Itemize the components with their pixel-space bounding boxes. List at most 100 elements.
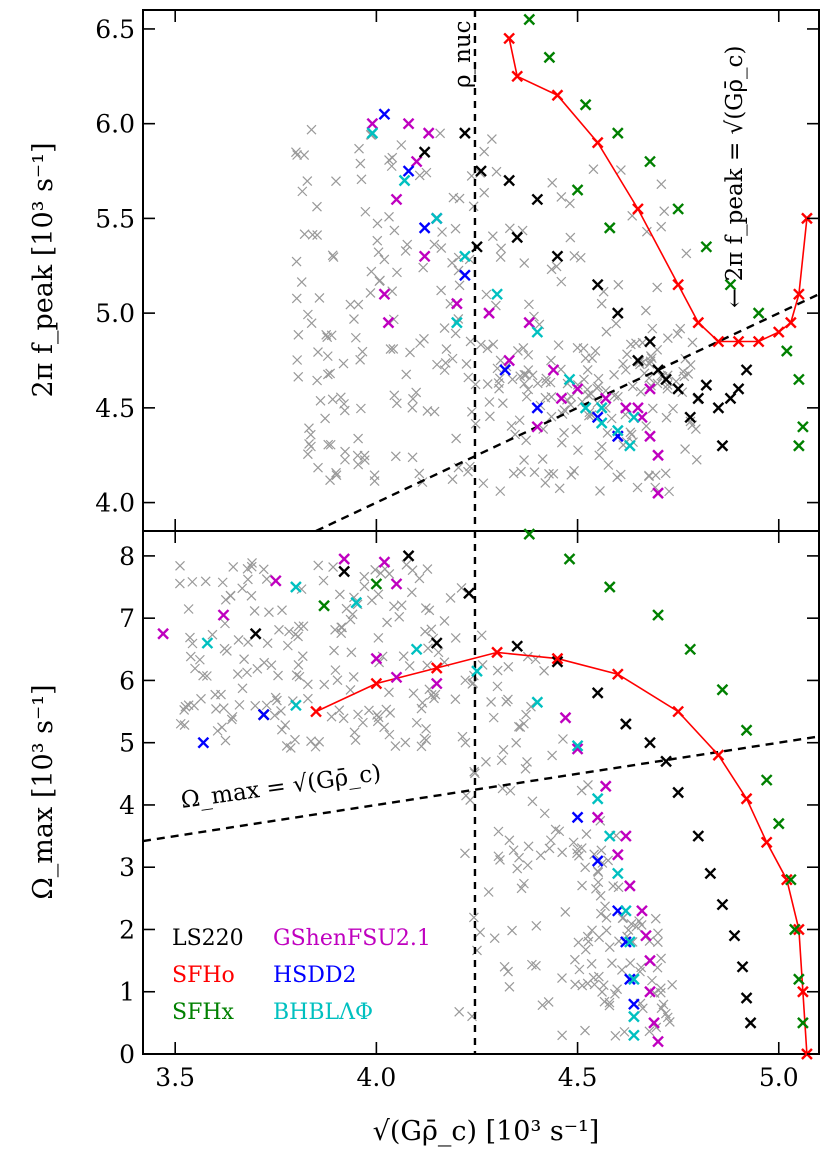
background-point: [355, 403, 366, 414]
background-point: [353, 433, 364, 444]
background-point: [656, 221, 667, 232]
data-point-sfhx: [318, 599, 330, 612]
background-point: [464, 461, 475, 472]
bottom-ytick-label: 5: [119, 729, 135, 758]
background-point: [662, 1012, 673, 1023]
bottom-ytick-label: 7: [119, 604, 135, 633]
data-point-sfho: [672, 705, 685, 718]
background-point: [495, 855, 505, 865]
background-point: [365, 287, 376, 298]
data-point-gshenfsu21: [620, 402, 632, 414]
bottom-ytick-label: 4: [119, 791, 135, 820]
data-point-bhbl: [201, 637, 214, 649]
background-point: [384, 211, 394, 222]
background-point: [595, 486, 605, 496]
background-point: [345, 614, 356, 625]
bottom-ytick-label: 2: [119, 915, 135, 944]
data-point-sfho: [591, 136, 604, 149]
background-point: [514, 415, 525, 426]
background-point: [523, 349, 534, 360]
background-point: [593, 373, 604, 384]
background-point: [583, 936, 594, 947]
data-point-sfhx: [760, 774, 773, 786]
background-point: [359, 581, 370, 592]
background-point: [174, 578, 185, 589]
background-point: [187, 576, 198, 587]
background-point: [540, 392, 551, 403]
background-point: [359, 571, 370, 582]
xtick-label: 3.5: [155, 1063, 195, 1092]
data-point-sfho: [793, 288, 805, 301]
background-point: [504, 981, 515, 992]
background-point: [565, 400, 576, 410]
data-point-ls220: [611, 307, 624, 319]
background-point: [521, 709, 531, 720]
background-point: [460, 848, 470, 859]
background-point: [293, 329, 304, 340]
legend-item-sfho: SFHo: [172, 963, 235, 988]
background-point: [501, 696, 512, 707]
data-point-sfho: [740, 792, 753, 805]
data-point-ls220: [732, 383, 745, 395]
background-point: [514, 852, 524, 863]
background-point: [273, 670, 283, 681]
background-point: [304, 423, 314, 434]
background-point: [565, 232, 576, 243]
background-point: [218, 703, 229, 713]
background-point: [439, 616, 450, 626]
background-point: [201, 671, 212, 681]
data-point-sfho: [732, 335, 745, 348]
background-point: [450, 632, 461, 643]
background-point: [641, 226, 652, 237]
data-point-bhbl: [579, 402, 592, 414]
background-point: [652, 282, 663, 293]
background-point: [546, 355, 556, 366]
xtick-label: 5.0: [759, 1063, 799, 1092]
top-ylabel: 2π f_peak [10³ s⁻¹]: [28, 142, 59, 397]
background-point: [612, 472, 623, 483]
data-point-gshenfsu21: [217, 609, 230, 621]
background-point: [544, 468, 554, 479]
background-point: [227, 711, 238, 722]
background-point: [211, 704, 221, 714]
data-point-sfho: [551, 89, 564, 102]
background-point: [306, 441, 316, 452]
background-point: [258, 564, 269, 575]
background-point: [436, 243, 447, 253]
background-point: [429, 239, 440, 250]
background-point: [655, 987, 666, 998]
background-point: [340, 454, 350, 465]
background-point: [338, 358, 349, 369]
data-point-hsdd2: [378, 108, 391, 121]
background-point: [516, 466, 526, 477]
data-point-gshenfsu21: [483, 307, 495, 319]
background-point: [543, 997, 554, 1007]
background-point: [646, 353, 657, 364]
background-point: [556, 276, 567, 287]
background-point: [607, 958, 617, 969]
background-point: [282, 640, 293, 651]
background-point: [386, 161, 397, 172]
background-point: [330, 665, 341, 676]
background-point: [647, 975, 657, 986]
data-point-ls220: [692, 392, 705, 405]
background-point: [404, 661, 415, 671]
background-point: [414, 170, 425, 181]
data-point-bhbl: [451, 316, 463, 329]
data-point-sfhx: [700, 240, 713, 253]
background-point: [457, 731, 468, 742]
data-point-bhbl: [620, 904, 632, 917]
data-point-bhbl: [595, 417, 608, 429]
data-point-ls220: [338, 565, 351, 578]
background-point: [310, 741, 321, 752]
background-point: [450, 328, 461, 339]
background-point: [640, 305, 651, 316]
background-point: [269, 710, 280, 721]
background-point: [659, 206, 670, 217]
background-point: [414, 573, 425, 584]
background-point: [475, 339, 486, 350]
data-point-sfho: [370, 677, 383, 690]
background-point: [373, 712, 384, 723]
background-point: [596, 441, 607, 452]
background-point: [598, 980, 609, 991]
